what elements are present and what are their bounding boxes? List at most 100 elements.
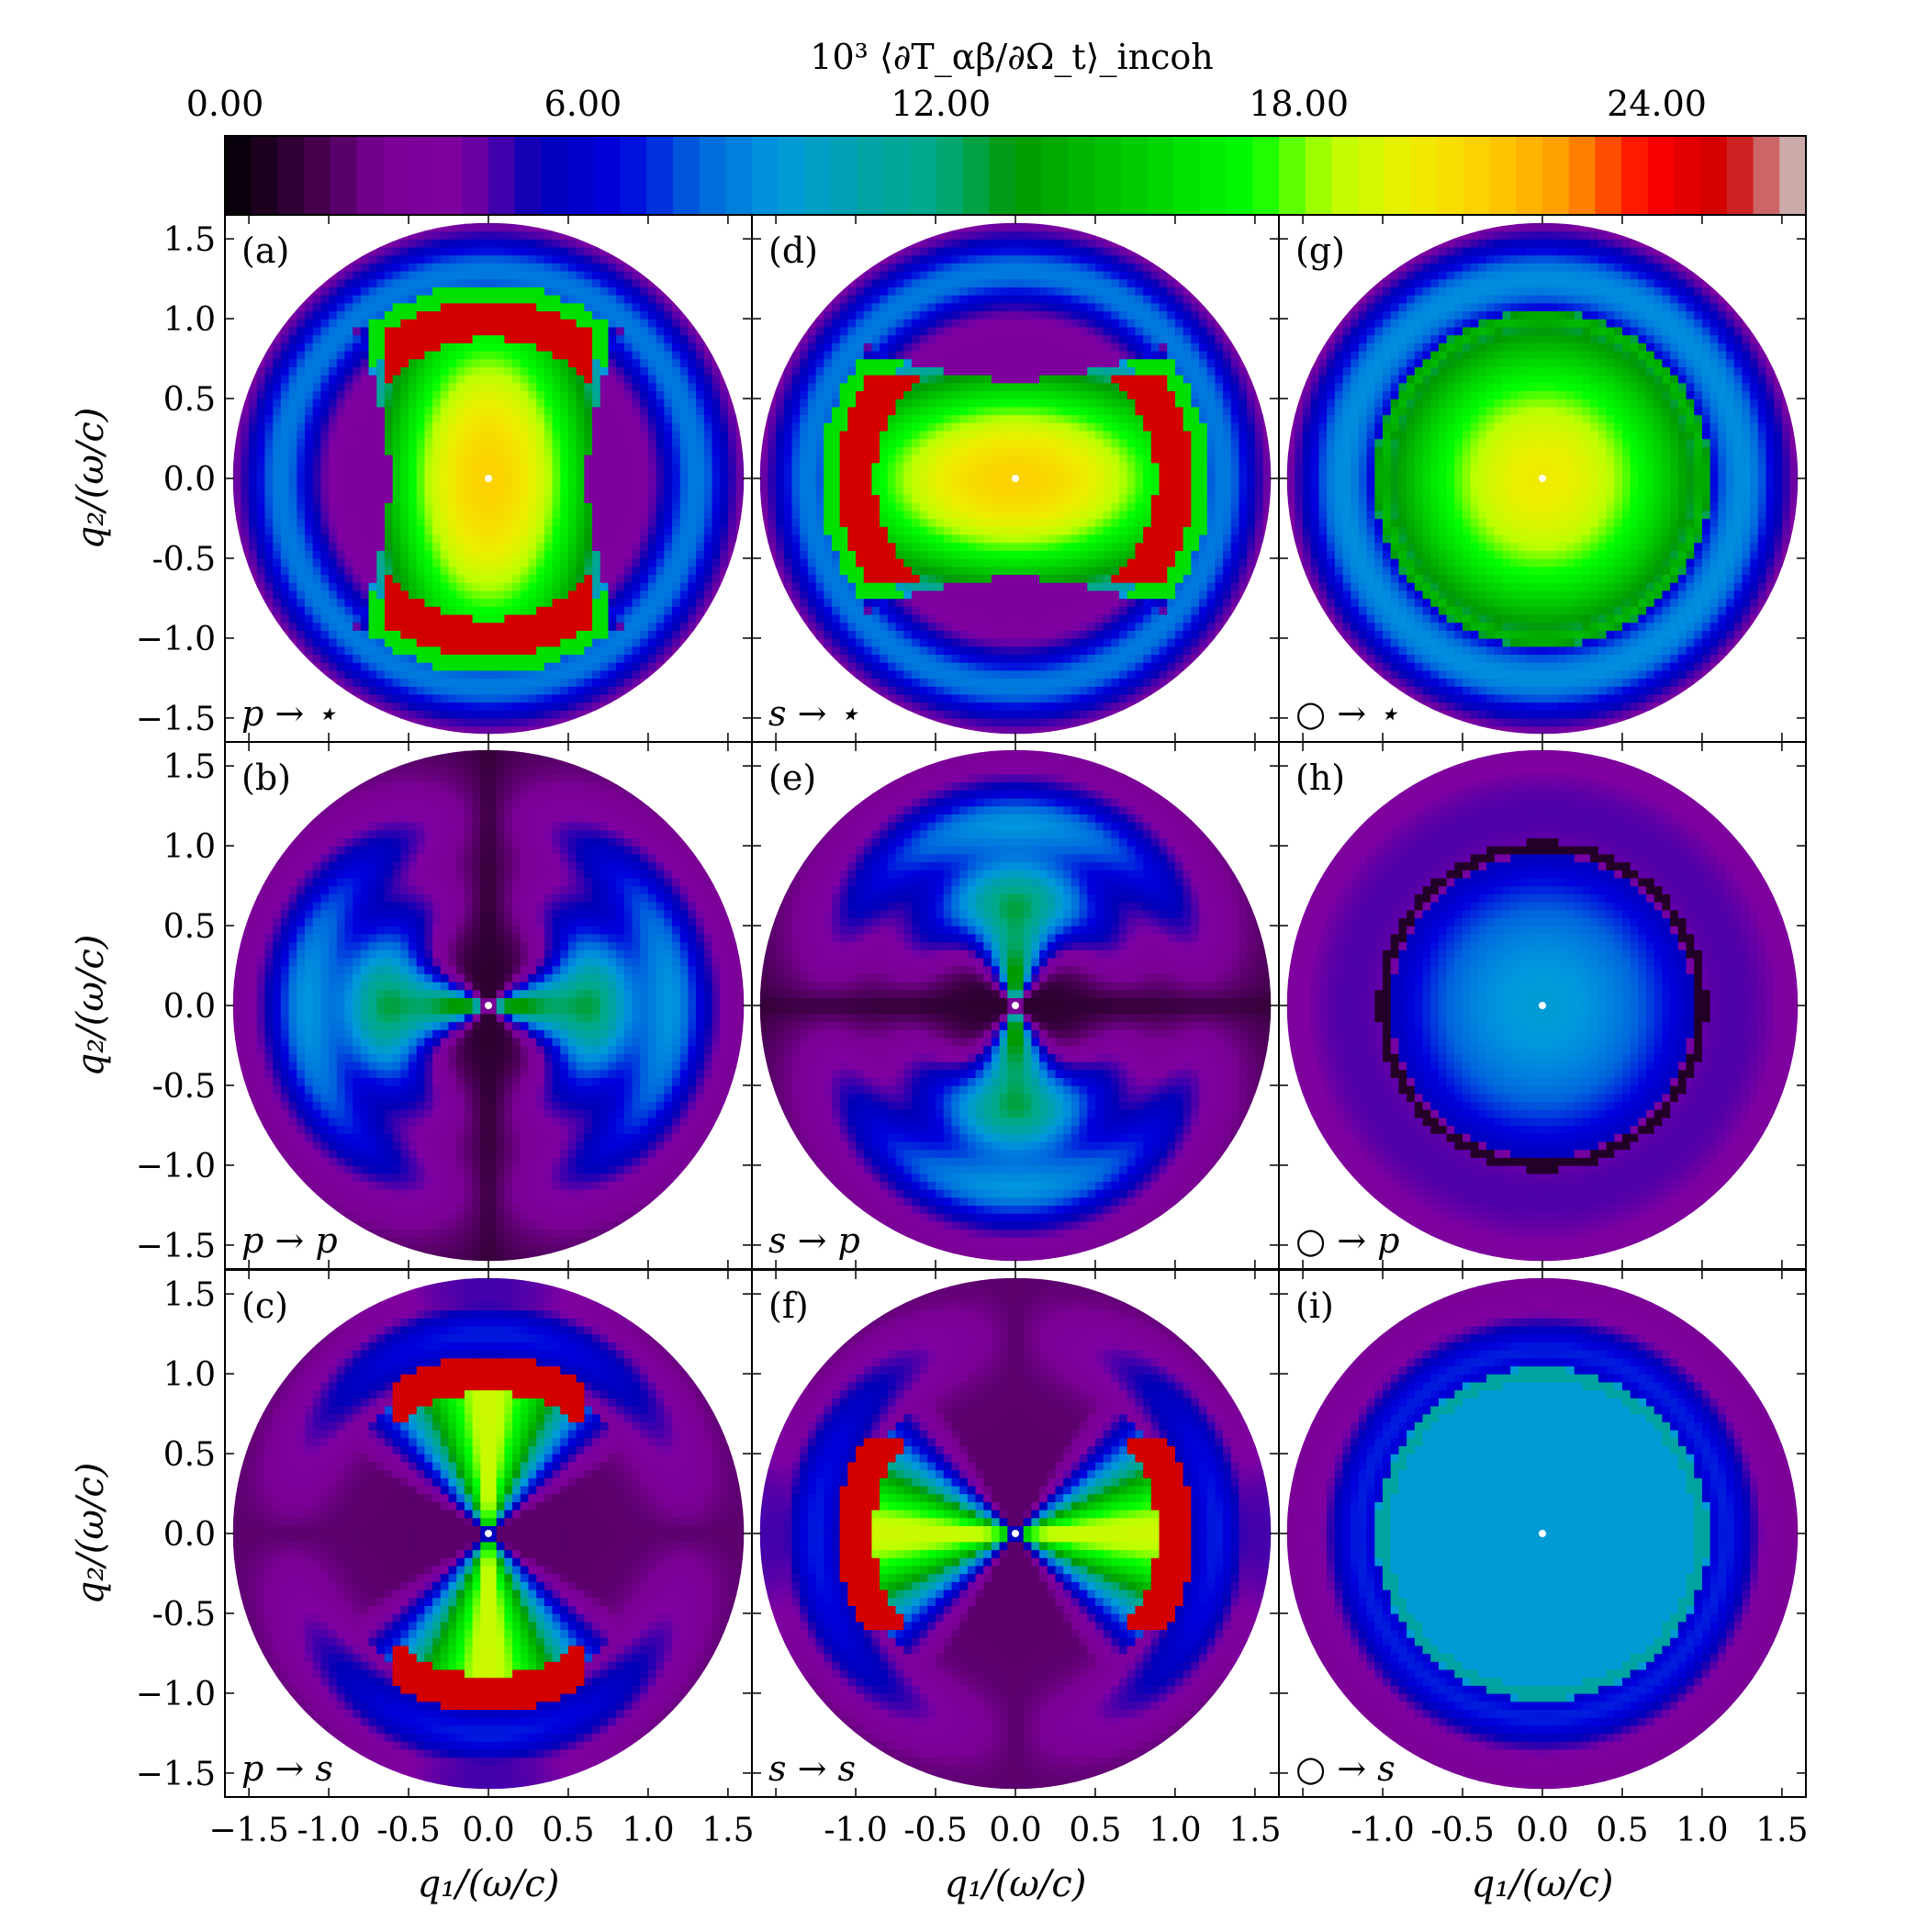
panel-id: (i) (1295, 1286, 1334, 1326)
colorbar-tick-label: 24.00 (1607, 84, 1707, 124)
x-tick-label: 0.5 (1596, 1812, 1648, 1849)
center-marker (1012, 1530, 1019, 1537)
panel-id: (g) (1295, 230, 1345, 271)
x-tick-label: 1.5 (1755, 1812, 1808, 1849)
panel-polarization-label: s → s (768, 1748, 856, 1789)
colorbar-band (541, 136, 567, 215)
center-marker (485, 1530, 492, 1537)
colorbar-band (1569, 136, 1596, 215)
colorbar-band (1227, 136, 1253, 215)
colorbar-label: 10³ ⟨∂T_αβ/∂Ω_t⟩_incoh (810, 37, 1213, 78)
colorbar-band (1595, 136, 1621, 215)
y-tick-label: 1.0 (163, 301, 216, 339)
colorbar-band (225, 136, 252, 215)
x-tick-label: -0.5 (1430, 1812, 1494, 1849)
colorbar-band (488, 136, 515, 215)
colorbar-band (989, 136, 1015, 215)
colorbar-band (1331, 136, 1358, 215)
colorbar-band (1042, 136, 1069, 215)
colorbar-band (1252, 136, 1279, 215)
colorbar-band (963, 136, 990, 215)
y-axis-label: q₂/(ω/c) (70, 1463, 112, 1605)
center-marker (1012, 475, 1019, 482)
x-tick-label: 1.0 (622, 1812, 674, 1849)
colorbar-tick-label: 12.00 (891, 84, 991, 124)
panel-id: (f) (768, 1286, 809, 1326)
colorbar-band (1358, 136, 1384, 215)
panel-polarization-label: ○ → s (1295, 1748, 1396, 1789)
colorbar-band (1094, 136, 1121, 215)
x-tick-label: 1.0 (1676, 1812, 1728, 1849)
colorbar-tick-label: 0.00 (186, 84, 264, 124)
x-tick-label: -1.0 (824, 1812, 887, 1849)
colorbar-band (673, 136, 700, 215)
colorbar-band (1384, 136, 1411, 215)
x-tick-label: 1.5 (1228, 1812, 1281, 1849)
colorbar-band (858, 136, 884, 215)
colorbar-band (1700, 136, 1727, 215)
panel-grid: (a)p → ⋆−1.5−1.0-0.50.00.51.01.5(d)s → ⋆… (136, 215, 1809, 1849)
colorbar-band (1411, 136, 1438, 215)
panel-e: (e)s → p (752, 742, 1279, 1269)
center-marker (485, 1002, 492, 1009)
x-tick-label: 0.0 (462, 1812, 514, 1849)
panel-a: (a)p → ⋆−1.5−1.0-0.50.00.51.01.5 (136, 215, 752, 742)
colorbar-band (1306, 136, 1332, 215)
colorbar-band (1648, 136, 1675, 215)
colorbar-band (1754, 136, 1780, 215)
panel-c: (c)p → s−1.5−1.0-0.50.00.51.01.5−1.5-1.0… (136, 1270, 755, 1849)
x-tick-label: 0.0 (989, 1812, 1041, 1849)
colorbar-band (1121, 136, 1148, 215)
x-axis-label: q₁/(ω/c) (945, 1863, 1087, 1905)
y-tick-label: −1.5 (136, 701, 216, 738)
y-tick-label: 0.0 (163, 988, 216, 1026)
colorbar-band (804, 136, 831, 215)
panel-polarization-label: p → ⋆ (241, 693, 337, 734)
x-tick-label: -0.5 (903, 1812, 967, 1849)
center-marker (1539, 1530, 1546, 1537)
colorbar-gradient (225, 136, 1807, 215)
y-tick-label: 0.0 (163, 461, 216, 499)
center-marker (485, 475, 492, 482)
colorbar-band (252, 136, 278, 215)
center-marker (1539, 475, 1546, 482)
x-axis-label: q₁/(ω/c) (418, 1863, 560, 1905)
y-tick-label: 0.5 (163, 381, 216, 419)
colorbar-band (725, 136, 752, 215)
colorbar-band (1516, 136, 1542, 215)
colorbar-band (936, 136, 963, 215)
colorbar-band (304, 136, 331, 215)
colorbar-band (752, 136, 779, 215)
y-tick-label: −1.0 (136, 621, 216, 658)
x-tick-label: 0.5 (542, 1812, 594, 1849)
x-tick-label: -0.5 (376, 1812, 440, 1849)
y-tick-label: 1.5 (163, 221, 216, 259)
panel-id: (b) (241, 758, 291, 798)
panel-h: (h)○ → p (1279, 742, 1806, 1269)
colorbar-band (357, 136, 384, 215)
y-tick-label: 1.5 (163, 748, 216, 786)
colorbar-band (1727, 136, 1754, 215)
colorbar-band (1675, 136, 1701, 215)
panel-polarization-label: ○ → ⋆ (1295, 693, 1399, 734)
colorbar-tick-label: 6.00 (544, 84, 622, 124)
colorbar-band (621, 136, 647, 215)
colorbar-band (331, 136, 357, 215)
y-tick-label: -0.5 (152, 1068, 216, 1106)
panel-polarization-label: s → p (768, 1220, 860, 1261)
colorbar-band (1279, 136, 1306, 215)
colorbar-band (1437, 136, 1463, 215)
colorbar-band (1463, 136, 1490, 215)
x-tick-label: 1.5 (701, 1812, 754, 1849)
x-tick-label: -1.0 (297, 1812, 360, 1849)
y-tick-label: 0.5 (163, 1436, 216, 1474)
colorbar-band (409, 136, 436, 215)
x-tick-label: 0.0 (1516, 1812, 1568, 1849)
colorbar-band (567, 136, 594, 215)
colorbar-band (1200, 136, 1227, 215)
panel-d: (d)s → ⋆ (752, 215, 1279, 742)
